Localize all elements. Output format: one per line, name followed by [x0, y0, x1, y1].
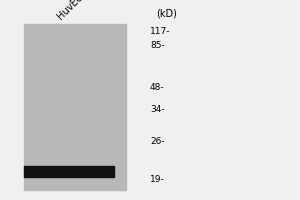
Text: 117-: 117-	[150, 26, 170, 36]
Text: (kD): (kD)	[156, 8, 177, 18]
Bar	[24, 166, 114, 176]
Text: 26-: 26-	[150, 136, 165, 146]
Text: 19-: 19-	[150, 174, 165, 184]
Text: 34-: 34-	[150, 104, 165, 114]
Bar	[24, 24, 126, 190]
Text: HuvEc: HuvEc	[56, 0, 84, 21]
Text: 85-: 85-	[150, 42, 165, 50]
Text: 48-: 48-	[150, 83, 165, 92]
